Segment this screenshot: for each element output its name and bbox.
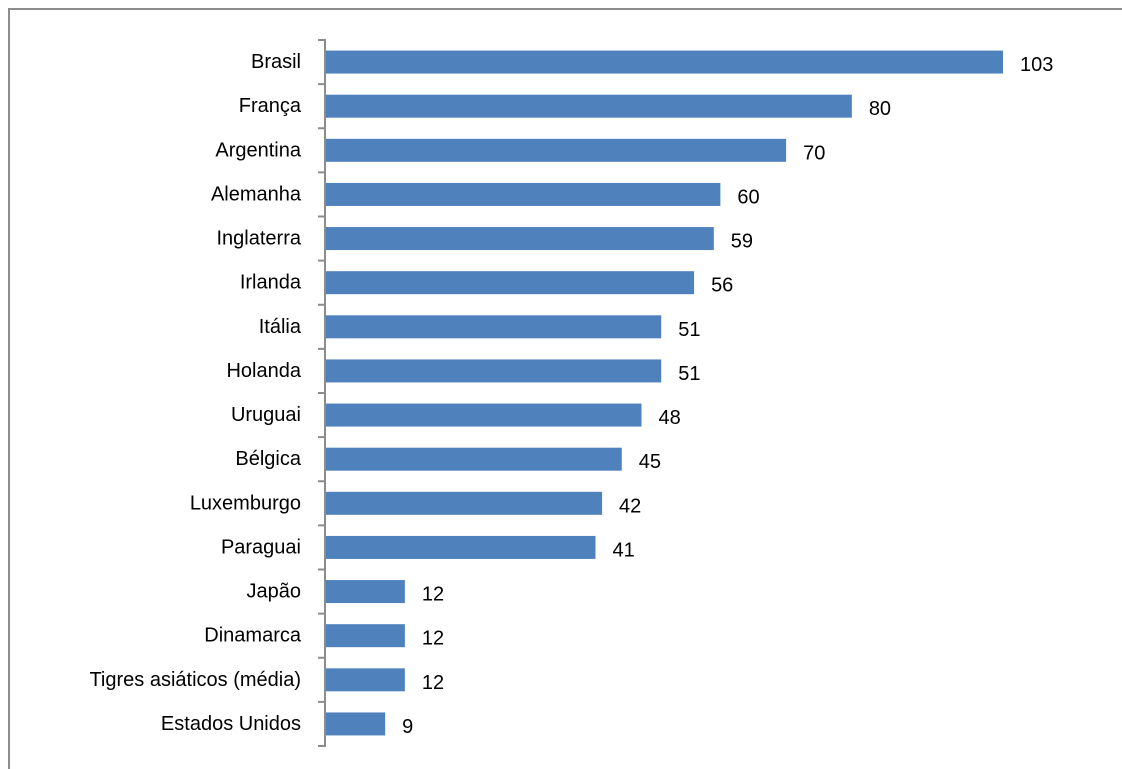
data-label: 45	[639, 451, 661, 473]
category-label: Holanda	[226, 360, 301, 382]
category-label: Japão	[247, 581, 302, 603]
data-label: 70	[803, 142, 825, 164]
data-label: 12	[422, 628, 444, 650]
category-labels: Brasil França Argentina Alemanha Inglaterra I…	[89, 51, 301, 735]
data-label: 56	[711, 275, 733, 297]
category-label: Luxemburgo	[190, 492, 301, 514]
bar	[326, 271, 695, 295]
data-label: 51	[678, 319, 700, 341]
data-label: 80	[869, 98, 891, 120]
bars	[326, 50, 1003, 736]
data-label: 12	[422, 672, 444, 694]
category-label: França	[239, 95, 302, 117]
bar	[326, 712, 386, 736]
bar	[326, 668, 405, 692]
bar	[326, 491, 603, 515]
chart-frame	[8, 8, 1122, 769]
category-label: Brasil	[251, 51, 301, 73]
bar	[326, 403, 642, 427]
category-label: Itália	[259, 316, 302, 338]
bar	[326, 138, 787, 162]
category-label: Irlanda	[240, 272, 302, 294]
data-label: 9	[402, 716, 413, 738]
category-label: Alemanha	[211, 183, 302, 205]
data-label: 51	[678, 363, 700, 385]
y-axis	[318, 39, 326, 747]
bar	[326, 227, 714, 251]
data-label: 41	[612, 539, 634, 561]
bar	[326, 447, 622, 471]
data-label: 12	[422, 584, 444, 606]
data-label: 103	[1020, 54, 1053, 76]
bar	[326, 580, 405, 604]
category-label: Bélgica	[235, 448, 301, 470]
data-label: 59	[731, 231, 753, 253]
category-label: Dinamarca	[204, 625, 302, 647]
bar	[326, 94, 852, 118]
data-label: 42	[619, 495, 641, 517]
bar	[326, 359, 662, 383]
category-label: Paraguai	[221, 536, 301, 558]
bar	[326, 624, 405, 648]
data-label: 48	[658, 407, 680, 429]
bar	[326, 535, 596, 559]
bar	[326, 182, 721, 206]
bar	[326, 315, 662, 339]
category-label: Estados Unidos	[161, 713, 301, 735]
category-label: Argentina	[215, 139, 301, 161]
data-label: 60	[737, 186, 759, 208]
category-label: Inglaterra	[217, 228, 302, 250]
category-label: Uruguai	[231, 404, 301, 426]
value-labels: 103 80 70 60 59 56 51 51 48 45 42 41 12 12 12 9	[402, 54, 1053, 738]
category-label: Tigres asiáticos (média)	[89, 669, 301, 691]
bar	[326, 50, 1003, 74]
